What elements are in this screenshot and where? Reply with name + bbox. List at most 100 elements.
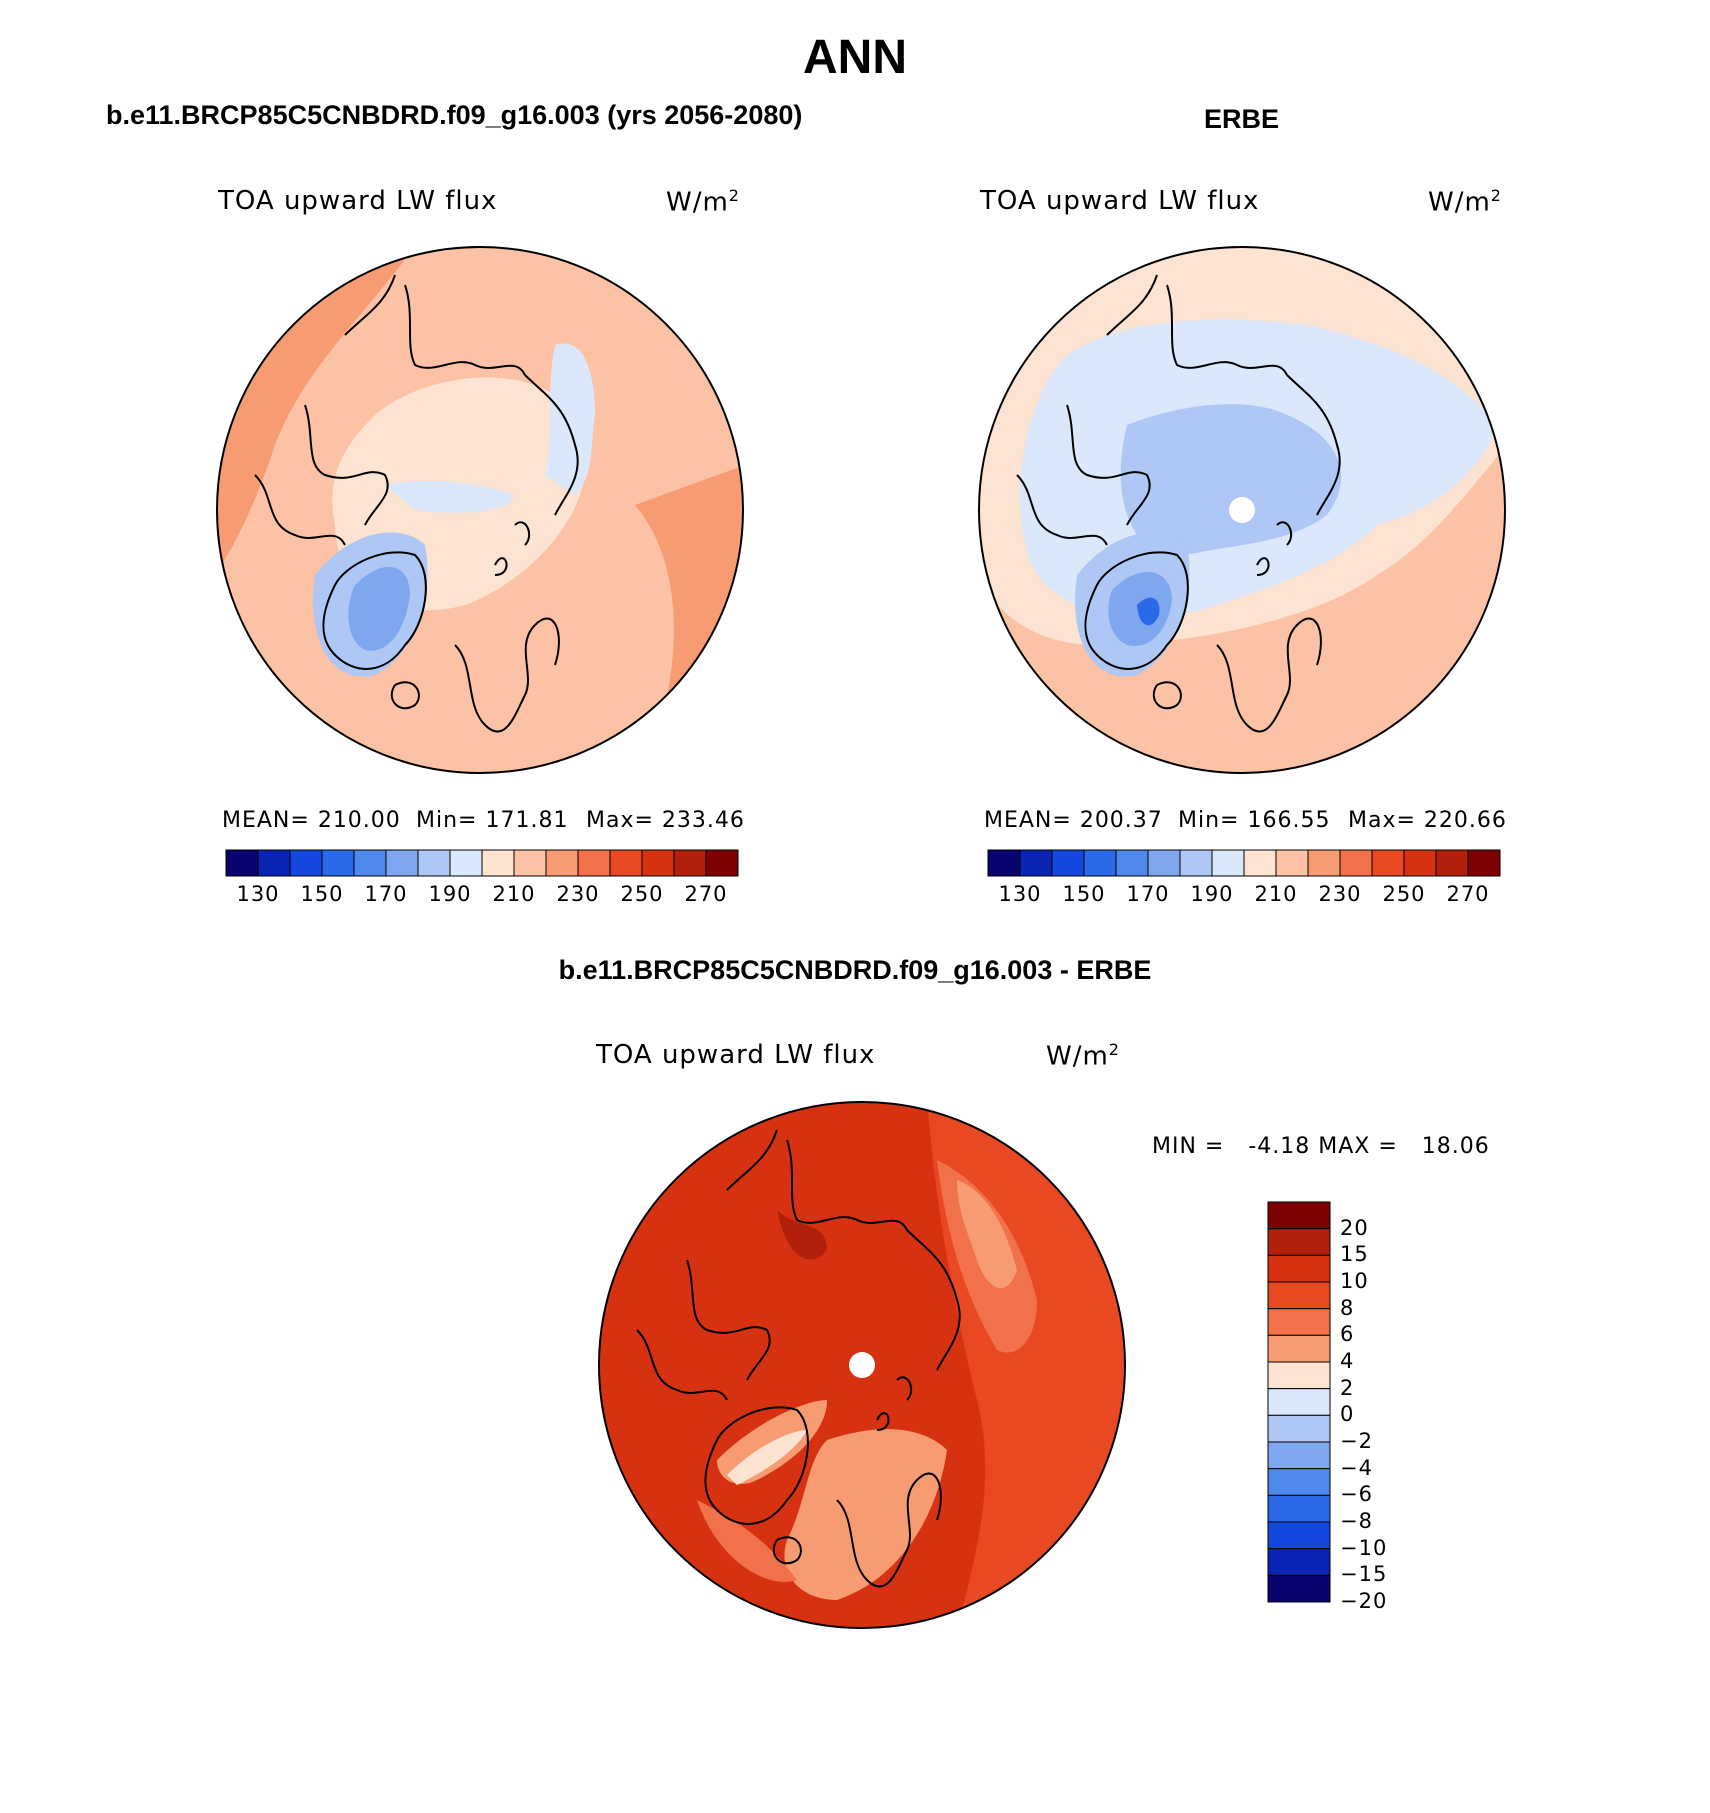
diff-colorbar-tick-label: 2	[1340, 1375, 1355, 1400]
obs-colorbar-tick-label: 270	[1446, 882, 1490, 906]
diff-map-border	[598, 1101, 1126, 1629]
diff-colorbar-tick-label: −15	[1340, 1562, 1388, 1587]
obs-colorbar-tick-label: 190	[1190, 882, 1234, 906]
model-colorbar-tick-label: 250	[620, 882, 664, 906]
model-colorbar-tick-label: 210	[492, 882, 536, 906]
model-colorbar-swatch	[289, 849, 323, 877]
diff-minmax: MIN = -4.18 MAX = 18.06	[1152, 1134, 1490, 1159]
model-colorbar-tick-label: 170	[364, 882, 408, 906]
model-field-pale-siberia	[545, 343, 595, 495]
model-mean: MEAN= 210.00	[222, 808, 401, 833]
diff-pole-hole	[849, 1352, 875, 1378]
obs-map-border	[978, 246, 1506, 774]
figure-title: ANN	[803, 31, 907, 84]
diff-colorbar-swatch	[1267, 1334, 1331, 1363]
model-field-pale-arctic	[385, 480, 515, 513]
diff-colorbar-swatch	[1267, 1441, 1331, 1470]
obs-coastlines	[1016, 274, 1341, 733]
model-colorbar-swatch	[417, 849, 451, 877]
diff-colorbar-swatch	[1267, 1494, 1331, 1523]
model-colorbar-tick-label: 190	[428, 882, 472, 906]
obs-mean: MEAN= 200.37	[984, 808, 1163, 833]
model-colorbar-swatch	[321, 849, 355, 877]
obs-colorbar-swatch	[987, 849, 1021, 877]
diff-colorbar-tick-label: 4	[1340, 1349, 1355, 1373]
model-colorbar-swatch	[641, 849, 675, 877]
diff-colorbar-tick-label: 6	[1340, 1322, 1355, 1347]
obs-colorbar-swatch	[1275, 849, 1309, 877]
obs-min: Min= 166.55	[1178, 808, 1331, 833]
obs-units-label: W/m2	[1428, 186, 1502, 218]
model-colorbar-tick-label: 130	[236, 882, 280, 906]
diff-panel-title: b.e11.BRCP85C5CNBDRD.f09_g16.003 - ERBE	[558, 955, 1152, 985]
diff-field-scandinavia-light	[784, 1429, 947, 1600]
obs-panel-title: ERBE	[1204, 104, 1280, 134]
diff-colorbar-tick-label: −4	[1340, 1455, 1373, 1480]
model-colorbar-swatch	[257, 849, 291, 877]
obs-colorbar-tick-label: 150	[1062, 882, 1106, 906]
obs-colorbar-swatch	[1243, 849, 1277, 877]
model-colorbar-swatch	[513, 849, 547, 877]
obs-colorbar-swatch	[1403, 849, 1437, 877]
model-variable-label: TOA upward LW flux	[218, 186, 498, 216]
obs-colorbar-tick-label: 130	[998, 882, 1042, 906]
diff-colorbar-swatch	[1267, 1254, 1331, 1283]
obs-colorbar-swatch	[1019, 849, 1053, 877]
diff-colorbar-swatch	[1267, 1201, 1331, 1230]
obs-field-pale-core	[1120, 404, 1342, 557]
diff-colorbar-tick-label: −10	[1340, 1535, 1388, 1560]
model-field-greenland-inner	[348, 566, 410, 651]
obs-colorbar-tick-label: 170	[1126, 882, 1170, 906]
diff-colorbar-swatch	[1267, 1468, 1331, 1496]
diff-colorbar-tick-label: 0	[1340, 1402, 1355, 1427]
model-colorbar-swatch	[225, 849, 259, 877]
obs-colorbar-swatch	[1115, 849, 1149, 877]
obs-colorbar-swatch	[1211, 849, 1245, 877]
diff-colorbar-tick-label: 8	[1340, 1295, 1355, 1320]
obs-colorbar-tick-label: 250	[1382, 882, 1426, 906]
diff-colorbar-tick-label: −2	[1340, 1429, 1373, 1453]
obs-colorbar-swatch	[1083, 849, 1117, 877]
obs-variable-label: TOA upward LW flux	[980, 186, 1260, 216]
model-max: Max= 233.46	[586, 808, 745, 833]
model-colorbar-swatch	[545, 849, 579, 877]
diff-colorbar-swatch	[1267, 1414, 1331, 1443]
diff-colorbar-swatch	[1267, 1308, 1331, 1336]
model-colorbar-swatch	[481, 849, 515, 877]
model-colorbar-swatch	[609, 849, 643, 877]
model-colorbar-tick-label: 150	[300, 882, 344, 906]
diff-variable-label: TOA upward LW flux	[596, 1040, 876, 1070]
diff-field-atlantic-band	[697, 1500, 797, 1582]
model-colorbar-swatch	[673, 849, 707, 877]
diff-colorbar-swatch	[1267, 1548, 1331, 1576]
diff-colorbar	[1267, 1201, 1331, 1603]
model-colorbar-swatch	[705, 849, 739, 877]
obs-colorbar-tick-label: 230	[1318, 882, 1362, 906]
obs-colorbar-swatch	[1371, 849, 1405, 877]
obs-colorbar-swatch	[1339, 849, 1373, 877]
obs-pole-hole	[1229, 497, 1255, 523]
obs-colorbar-swatch	[1147, 849, 1181, 877]
model-colorbar-tick-label: 230	[556, 882, 600, 906]
obs-polar-map	[978, 246, 1506, 774]
model-map-border	[216, 246, 744, 774]
obs-colorbar-swatch	[1435, 849, 1469, 877]
model-min: Min= 171.81	[416, 808, 569, 833]
model-colorbar-swatch	[353, 849, 387, 877]
model-colorbar-swatch	[449, 849, 483, 877]
obs-colorbar-swatch	[1051, 849, 1085, 877]
diff-coastlines	[636, 1129, 961, 1588]
diff-units-label: W/m2	[1046, 1040, 1120, 1072]
model-units-label: W/m2	[666, 186, 740, 218]
obs-colorbar	[987, 849, 1501, 877]
obs-max: Max= 220.66	[1348, 808, 1507, 833]
model-colorbar	[225, 849, 739, 877]
diff-colorbar-swatch	[1267, 1521, 1331, 1550]
diff-colorbar-swatch	[1267, 1361, 1331, 1390]
model-colorbar-tick-label: 270	[684, 882, 728, 906]
model-colorbar-swatch	[577, 849, 611, 877]
diff-colorbar-tick-label: −20	[1340, 1589, 1388, 1613]
diff-field-dark-spot	[777, 1210, 827, 1260]
diff-colorbar-tick-label: 15	[1340, 1242, 1369, 1267]
diff-colorbar-tick-label: 20	[1340, 1215, 1369, 1240]
